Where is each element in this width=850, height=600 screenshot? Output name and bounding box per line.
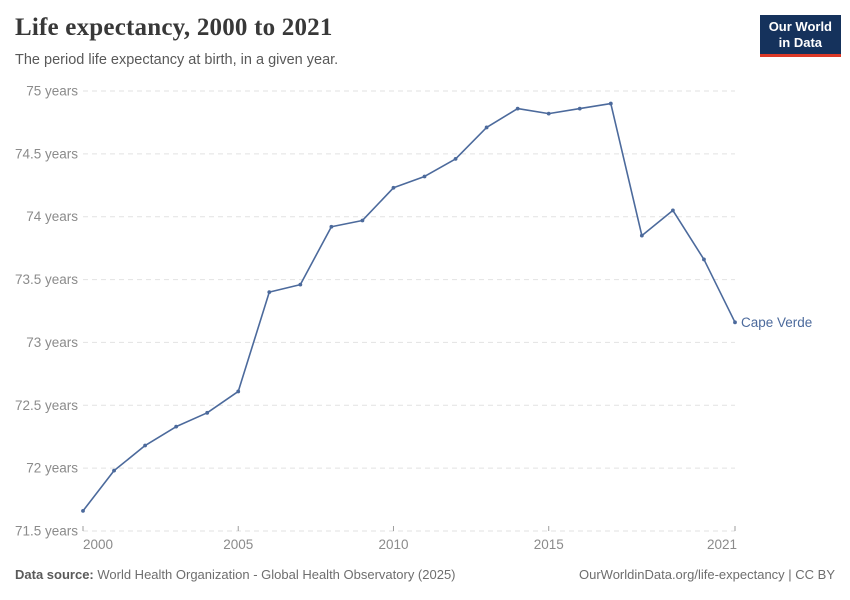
data-point[interactable] bbox=[174, 424, 179, 429]
data-point[interactable] bbox=[143, 443, 147, 448]
data-point[interactable] bbox=[112, 468, 116, 473]
data-point[interactable] bbox=[546, 111, 551, 116]
owid-logo-line2: in Data bbox=[778, 34, 823, 50]
owid-logo-line1: Our World bbox=[768, 19, 832, 34]
data-point[interactable] bbox=[733, 320, 737, 325]
data-point[interactable] bbox=[702, 257, 706, 262]
y-axis-tick-label: 75 years bbox=[26, 84, 78, 99]
data-point[interactable] bbox=[453, 156, 458, 161]
y-axis-tick-label: 72.5 years bbox=[15, 398, 78, 413]
page-title: Life expectancy, 2000 to 2021 bbox=[15, 14, 333, 41]
x-axis-tick-label: 2015 bbox=[534, 537, 564, 552]
data-point[interactable] bbox=[515, 106, 520, 111]
data-point[interactable] bbox=[639, 233, 644, 238]
data-source-label: Data source: bbox=[15, 567, 94, 582]
data-point[interactable] bbox=[422, 174, 427, 179]
data-point[interactable] bbox=[329, 224, 334, 229]
y-axis-tick-label: 72 years bbox=[26, 461, 78, 476]
data-point[interactable] bbox=[577, 106, 582, 111]
y-axis-tick-label: 74 years bbox=[26, 209, 78, 224]
data-source-value: World Health Organization - Global Healt… bbox=[93, 567, 456, 582]
owid-logo-accent-bar bbox=[759, 53, 841, 58]
data-point[interactable] bbox=[205, 410, 210, 415]
cape-verde-line[interactable] bbox=[82, 102, 736, 512]
x-axis-tick-label: 2021 bbox=[707, 537, 737, 552]
data-point[interactable] bbox=[81, 508, 85, 513]
x-axis-tick-label: 2000 bbox=[83, 537, 113, 552]
y-axis-tick-label: 73.5 years bbox=[15, 272, 78, 287]
data-point[interactable] bbox=[360, 218, 365, 223]
y-axis-tick-label: 74.5 years bbox=[15, 146, 78, 161]
data-point[interactable] bbox=[267, 290, 272, 295]
data-source: Data source: World Health Organization -… bbox=[15, 567, 456, 582]
data-point[interactable] bbox=[608, 101, 613, 106]
data-point[interactable] bbox=[391, 185, 396, 190]
license-link[interactable]: OurWorldinData.org/life-expectancy | CC … bbox=[578, 567, 835, 582]
y-axis-tick-label: 71.5 years bbox=[15, 524, 78, 539]
data-point[interactable] bbox=[236, 389, 241, 394]
y-axis-tick-label: 73 years bbox=[26, 335, 78, 350]
x-axis-tick-label: 2005 bbox=[223, 537, 253, 552]
data-point[interactable] bbox=[671, 208, 675, 213]
chart-subtitle: The period life expectancy at birth, in … bbox=[15, 52, 339, 68]
x-axis-tick-label: 2010 bbox=[378, 537, 408, 552]
owid-logo[interactable]: Our World in Data bbox=[759, 15, 841, 58]
chart-footer: Data source: World Health Organization -… bbox=[15, 567, 835, 582]
data-point[interactable] bbox=[484, 125, 489, 130]
entity-label-cape-verde[interactable]: Cape Verde bbox=[741, 315, 812, 330]
data-point[interactable] bbox=[298, 282, 303, 287]
